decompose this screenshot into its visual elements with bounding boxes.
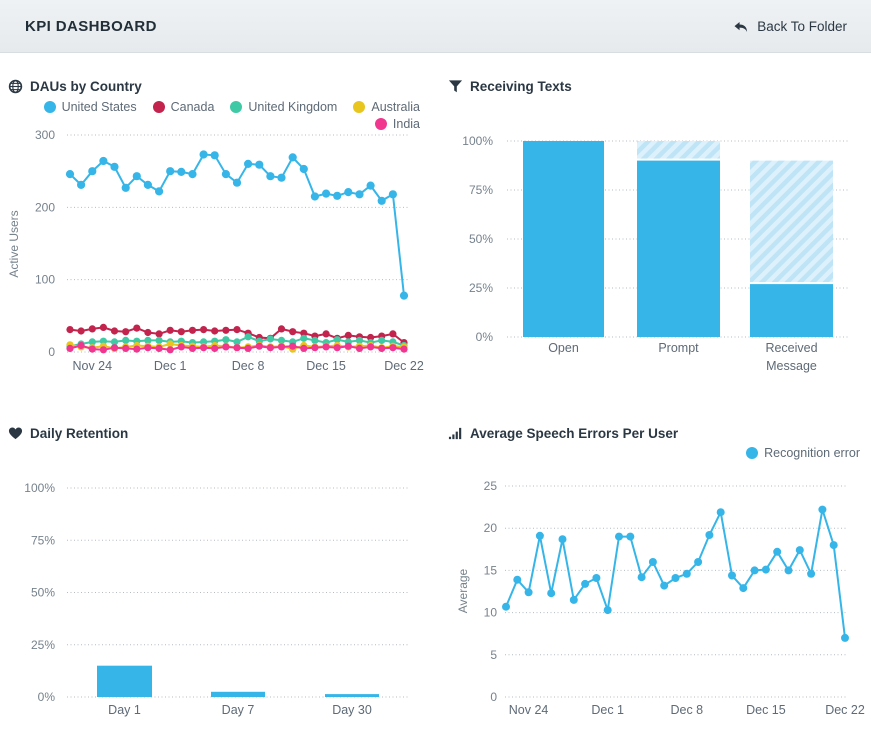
daus-legend-row-2: India: [374, 117, 420, 131]
svg-text:Dec 1: Dec 1: [154, 359, 187, 373]
svg-text:5: 5: [490, 648, 497, 662]
svg-text:Dec 15: Dec 15: [306, 359, 346, 373]
legend-label: Australia: [371, 100, 420, 114]
svg-text:300: 300: [35, 128, 55, 142]
legend-item-recognition-error[interactable]: Recognition error: [746, 446, 860, 460]
ascending-bars-icon: [448, 427, 462, 439]
svg-text:25%: 25%: [469, 281, 493, 295]
svg-text:10: 10: [484, 606, 498, 620]
page-title: KPI DASHBOARD: [25, 17, 157, 35]
legend-label: United Kingdom: [248, 100, 338, 114]
svg-text:Nov 24: Nov 24: [509, 703, 549, 717]
chart-title-text: DAUs by Country: [30, 78, 142, 94]
daus-legend: United States Canada United Kingdom Aust…: [0, 100, 420, 131]
svg-text:0: 0: [490, 690, 497, 704]
svg-text:100: 100: [35, 273, 55, 287]
back-to-folder-label: Back To Folder: [757, 18, 847, 34]
header-bar: KPI DASHBOARD Back To Folder: [0, 0, 871, 53]
legend-dot-icon: [230, 101, 243, 113]
speech-errors-chart: 0 5 10 15 20 25 Nov 24 Dec 1 Dec 8 Dec 15 Dec 22 Av…: [456, 479, 865, 717]
svg-text:Day 7: Day 7: [222, 703, 255, 717]
svg-text:50%: 50%: [31, 586, 55, 600]
svg-text:Nov 24: Nov 24: [72, 359, 112, 373]
legend-dot-icon: [746, 447, 759, 459]
svg-text:Dec 22: Dec 22: [384, 359, 424, 373]
svg-text:0: 0: [48, 345, 55, 359]
chart-title-daus: DAUs by Country: [8, 78, 142, 94]
legend-dot-icon: [353, 101, 366, 113]
legend-dot-icon: [374, 118, 387, 130]
speech-legend-row: Recognition error: [746, 446, 860, 460]
legend-item-canada[interactable]: Canada: [152, 100, 215, 114]
daily-retention-chart: 0% 25% 50% 75% 100% Day 1 Day 7 Day 30: [24, 481, 408, 717]
svg-text:Prompt: Prompt: [658, 341, 699, 355]
svg-text:15: 15: [484, 563, 498, 577]
reply-arrow-icon: [734, 21, 748, 32]
daus-by-country-chart: 0 100 200 300 Nov 24 Dec 1 Dec 8 Dec 15 Dec 22 Ac…: [7, 128, 424, 373]
svg-text:50%: 50%: [469, 232, 493, 246]
chart-title-receiving-texts: Receiving Texts: [448, 78, 572, 94]
svg-text:75%: 75%: [31, 533, 55, 547]
svg-text:200: 200: [35, 200, 55, 214]
legend-dot-icon: [43, 101, 56, 113]
chart-title-speech-errors: Average Speech Errors Per User: [448, 425, 678, 441]
legend-label: India: [392, 117, 420, 131]
svg-text:100%: 100%: [24, 481, 55, 495]
svg-text:Received: Received: [765, 341, 817, 355]
legend-dot-icon: [152, 101, 165, 113]
svg-text:25: 25: [484, 479, 498, 493]
svg-text:Day 1: Day 1: [108, 703, 141, 717]
svg-text:Active Users: Active Users: [7, 210, 21, 277]
svg-text:100%: 100%: [462, 134, 493, 148]
legend-label: Canada: [170, 100, 215, 114]
svg-text:25%: 25%: [31, 638, 55, 652]
svg-text:Dec 8: Dec 8: [670, 703, 703, 717]
chart-title-text: Receiving Texts: [470, 78, 572, 94]
svg-text:Dec 22: Dec 22: [825, 703, 865, 717]
svg-text:Dec 1: Dec 1: [591, 703, 624, 717]
legend-label: Recognition error: [764, 446, 860, 460]
daus-legend-row-1: United States Canada United Kingdom Aust…: [43, 100, 420, 114]
svg-text:0%: 0%: [38, 690, 56, 704]
legend-item-united-kingdom[interactable]: United Kingdom: [230, 100, 337, 114]
svg-text:Dec 15: Dec 15: [746, 703, 786, 717]
svg-text:20: 20: [484, 521, 498, 535]
svg-text:75%: 75%: [469, 183, 493, 197]
back-to-folder-button[interactable]: Back To Folder: [732, 19, 847, 34]
chart-title-daily-retention: Daily Retention: [8, 425, 128, 441]
svg-text:Average: Average: [456, 568, 470, 613]
filter-funnel-icon: [448, 79, 463, 92]
heart-icon: [8, 427, 23, 439]
chart-title-text: Daily Retention: [30, 425, 129, 441]
receiving-texts-chart: 0% 25% 50% 75% 100% Open Prompt Received Message: [462, 134, 848, 373]
speech-errors-legend: Recognition error: [440, 446, 860, 460]
legend-item-india[interactable]: India: [374, 117, 420, 131]
globe-icon: [8, 79, 23, 93]
legend-item-united-states[interactable]: United States: [43, 100, 137, 114]
svg-text:Open: Open: [548, 341, 579, 355]
legend-label: United States: [61, 100, 137, 114]
legend-item-australia[interactable]: Australia: [353, 100, 420, 114]
svg-text:Message: Message: [766, 359, 817, 373]
svg-text:0%: 0%: [476, 330, 494, 344]
svg-text:Dec 8: Dec 8: [232, 359, 265, 373]
chart-title-text: Average Speech Errors Per User: [470, 425, 679, 441]
svg-text:Day 30: Day 30: [332, 703, 372, 717]
